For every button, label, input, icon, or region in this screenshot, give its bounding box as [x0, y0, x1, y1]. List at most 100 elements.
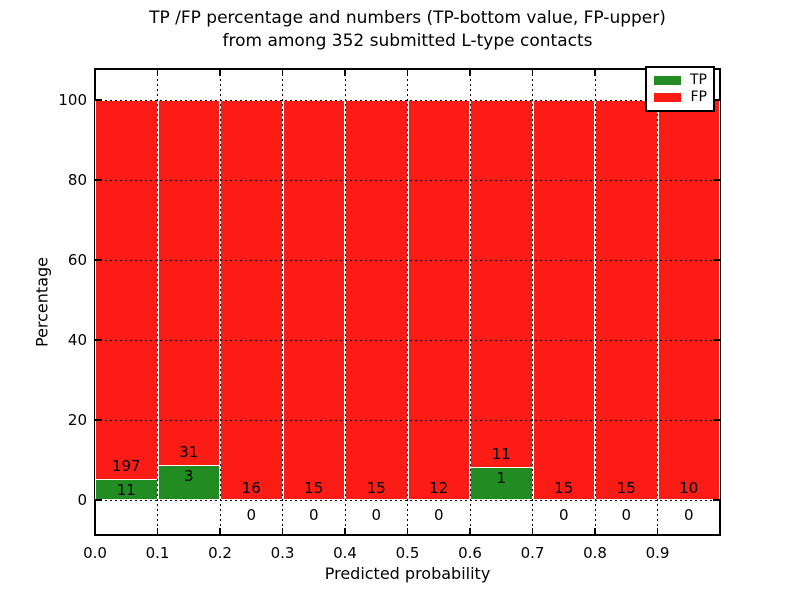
y-tick-mark [95, 99, 102, 101]
bar-tp-count-label: 0 [308, 506, 319, 524]
bar-tp-count-label: 0 [371, 506, 382, 524]
chart-title-line1: TP /FP percentage and numbers (TP-bottom… [149, 8, 666, 28]
x-tick-label: 0.2 [208, 544, 232, 562]
vertical-gridline [532, 69, 533, 535]
bar-fp-count-label: 15 [616, 479, 636, 497]
x-tick-mark [719, 69, 721, 76]
legend: TP FP [645, 66, 715, 112]
y-tick-mark [95, 179, 102, 181]
chart-title-line2: from among 352 submitted L-type contacts [222, 31, 593, 51]
vertical-gridline [657, 69, 658, 535]
x-tick-mark [719, 528, 721, 535]
y-tick-mark [95, 339, 102, 341]
x-tick-label: 0.7 [520, 544, 545, 562]
bar-tp-count-label: 0 [683, 506, 694, 524]
bar-fp-count-label: 15 [304, 479, 324, 497]
x-tick-mark [344, 528, 346, 535]
bar-fp-count-label: 15 [554, 479, 574, 497]
plot-area: 197 11 31 3 16 0 15 0 15 0 12 0 11 1 15 0 15 0 10 0 0 20 40 60 8… [58, 68, 721, 562]
x-tick-mark [469, 69, 471, 76]
y-tick-label: 100 [58, 91, 87, 109]
vertical-gridline [469, 69, 471, 535]
bar-fp-count-label: 197 [111, 456, 141, 475]
bar-fp-segment [282, 100, 345, 500]
y-tick-label: 0 [77, 491, 87, 509]
bar-fp-segment [95, 100, 158, 500]
legend-swatch-fp-icon [654, 93, 681, 102]
x-tick-mark [406, 69, 409, 76]
horizontal-gridline [95, 339, 720, 341]
y-tick-label: 80 [67, 171, 87, 189]
bar-tp-segment [470, 466, 533, 500]
y-tick-mark [713, 419, 720, 421]
x-tick-mark [281, 69, 284, 76]
bar-fp-segment [595, 100, 658, 500]
bar-fp-count-label: 16 [241, 479, 261, 497]
x-tick-mark [406, 528, 409, 535]
x-tick-mark [156, 69, 159, 76]
x-tick-mark [156, 528, 159, 535]
legend-swatch-tp-icon [654, 76, 681, 85]
vertical-gridline [594, 69, 596, 535]
x-tick-mark [656, 528, 659, 535]
x-tick-mark [344, 69, 346, 76]
bar-fp-segment [157, 100, 220, 500]
bar-fp-segment [220, 100, 283, 500]
legend-entry-tp: TP [654, 73, 709, 88]
x-tick-mark [281, 528, 284, 535]
legend-label-fp: FP [690, 89, 708, 105]
x-tick-mark [531, 528, 534, 535]
x-tick-mark [469, 528, 471, 535]
bar-tp-count-label: 0 [558, 506, 569, 524]
bar-fp-count-label: 12 [429, 479, 449, 497]
legend-label-tp: TP [690, 72, 707, 88]
vertical-gridline [219, 69, 221, 535]
x-axis-label: Predicted probability [324, 564, 491, 583]
bar-tp-count-label: 0 [433, 506, 444, 524]
y-tick-label: 60 [67, 251, 87, 269]
x-tick-label: 0.1 [145, 544, 170, 562]
bar-tp-count-label: 3 [183, 466, 194, 485]
x-tick-mark [531, 69, 534, 76]
horizontal-gridline [95, 99, 720, 101]
vertical-gridline [344, 69, 346, 535]
bar-fp-count-label: 31 [179, 442, 199, 461]
x-tick-mark [594, 69, 596, 76]
horizontal-gridline [95, 179, 720, 181]
legend-entry-fp: FP [654, 90, 709, 105]
bar-fp-count-label: 15 [366, 479, 386, 497]
horizontal-gridline [95, 259, 720, 261]
y-tick-mark [713, 499, 720, 501]
y-tick-mark [713, 179, 720, 181]
vertical-gridline [407, 69, 408, 535]
bar-tp-count-label: 1 [496, 468, 507, 487]
x-tick-label: 0.0 [83, 544, 107, 562]
y-tick-mark [713, 259, 720, 261]
bar-tp-segment [157, 464, 220, 500]
x-tick-label: 0.9 [645, 544, 670, 562]
y-tick-label: 40 [67, 331, 87, 349]
bar-fp-segment [657, 100, 720, 500]
bar-tp-count-label: 0 [246, 506, 257, 524]
bar-tp-count-label: 0 [621, 506, 632, 524]
horizontal-gridline [95, 499, 720, 501]
x-tick-mark [594, 528, 596, 535]
bar-fp-count-label: 10 [679, 479, 699, 497]
x-tick-label: 0.4 [333, 544, 357, 562]
x-tick-mark [219, 528, 221, 535]
y-tick-mark [95, 259, 102, 261]
y-tick-mark [95, 419, 102, 421]
bar-tp-count-label: 11 [116, 480, 136, 499]
y-tick-mark [713, 99, 720, 101]
y-tick-label: 20 [67, 411, 87, 429]
bar-fp-segment [470, 100, 533, 500]
chart-title: TP /FP percentage and numbers (TP-bottom… [95, 7, 720, 53]
x-tick-label: 0.6 [458, 544, 482, 562]
x-tick-mark [219, 69, 221, 76]
vertical-gridline [282, 69, 283, 535]
x-tick-mark [94, 528, 96, 535]
x-tick-label: 0.8 [583, 544, 607, 562]
bar-fp-count-label: 11 [491, 444, 511, 463]
x-tick-label: 0.5 [395, 544, 420, 562]
